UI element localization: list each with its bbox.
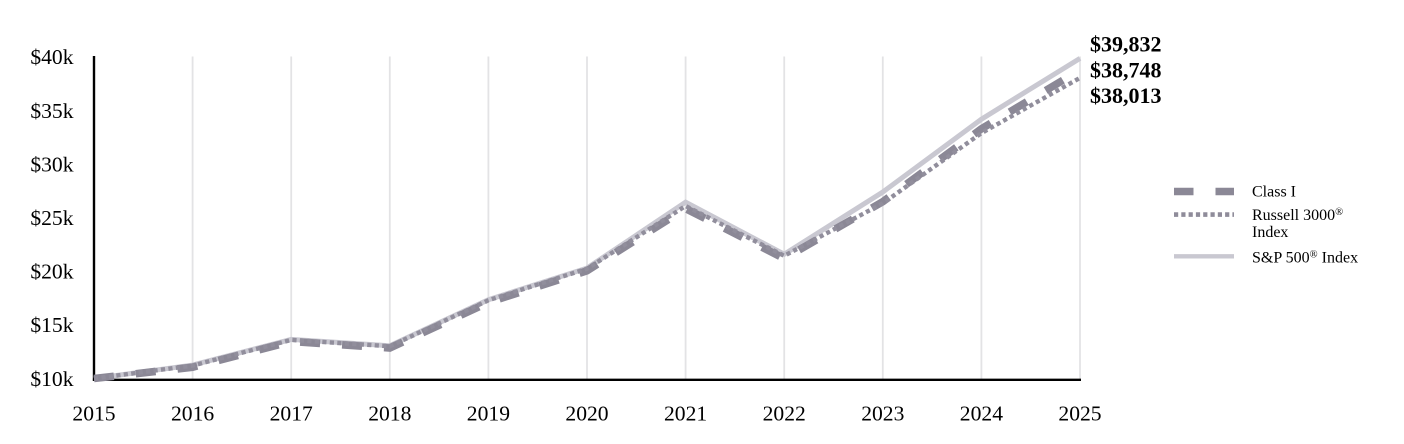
- svg-text:2015: 2015: [72, 402, 115, 426]
- svg-text:$40k: $40k: [30, 45, 73, 69]
- svg-text:$39,832: $39,832: [1090, 32, 1162, 57]
- svg-text:Russell 3000®: Russell 3000®: [1252, 207, 1343, 224]
- svg-text:$20k: $20k: [30, 260, 73, 284]
- svg-text:2024: 2024: [960, 402, 1003, 426]
- svg-text:2019: 2019: [467, 402, 510, 426]
- svg-text:$15k: $15k: [30, 313, 73, 337]
- svg-text:2021: 2021: [664, 402, 707, 426]
- svg-text:Class I: Class I: [1252, 184, 1296, 201]
- svg-text:S&P 500® Index: S&P 500® Index: [1252, 249, 1358, 266]
- svg-text:2018: 2018: [368, 402, 411, 426]
- svg-text:Index: Index: [1252, 224, 1288, 241]
- svg-text:2017: 2017: [270, 402, 313, 426]
- svg-text:$38,748: $38,748: [1090, 58, 1162, 83]
- svg-text:2023: 2023: [861, 402, 904, 426]
- svg-text:$30k: $30k: [30, 152, 73, 176]
- svg-text:2025: 2025: [1058, 402, 1101, 426]
- svg-text:2016: 2016: [171, 402, 214, 426]
- svg-text:2022: 2022: [763, 402, 806, 426]
- svg-text:$38,013: $38,013: [1090, 83, 1162, 108]
- svg-text:$10k: $10k: [30, 367, 73, 391]
- svg-text:$25k: $25k: [30, 206, 73, 230]
- svg-text:2020: 2020: [565, 402, 608, 426]
- svg-text:$35k: $35k: [30, 99, 73, 123]
